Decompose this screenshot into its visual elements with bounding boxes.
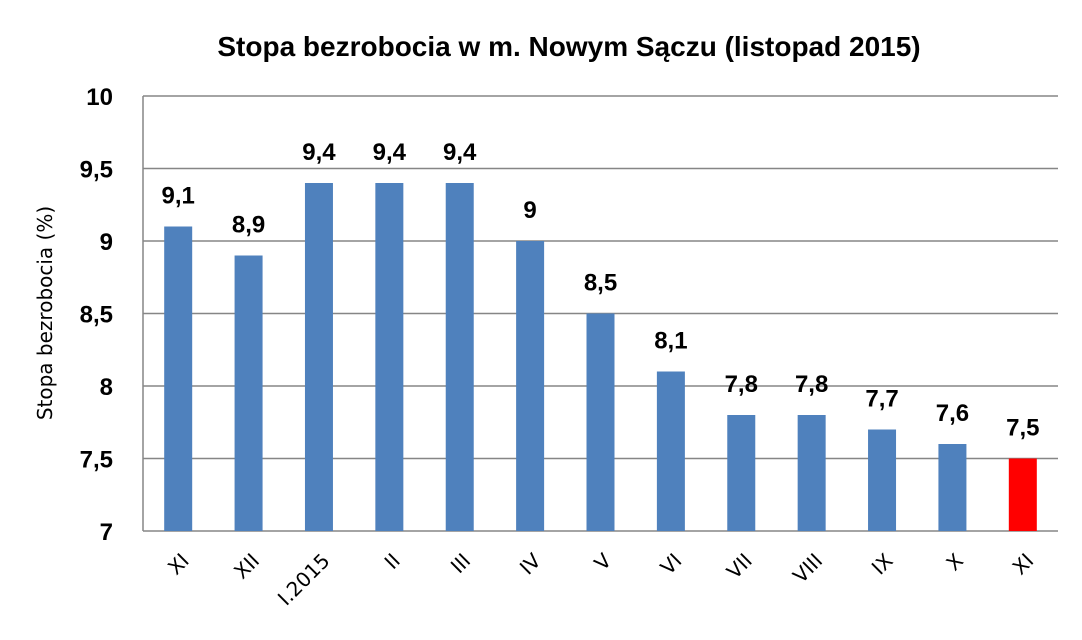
data-label: 9,4 (373, 139, 407, 166)
data-label: 7,6 (936, 400, 969, 427)
data-label: 8,1 (654, 328, 687, 355)
x-axis-ticks: XI XII I.2015 II III IV V VI VII VIII IX X XI (163, 548, 1038, 610)
bar (445, 183, 474, 531)
data-labels: 9,1 8,9 9,4 9,4 9,4 9 8,5 8,1 7,8 7,8 7,7 7,6 7,5 (162, 139, 1040, 442)
y-tick-label: 7,5 (80, 447, 113, 474)
bar (516, 241, 545, 531)
bar (234, 255, 263, 531)
bar (868, 429, 897, 531)
x-tick-label: IV (515, 548, 546, 579)
bar (304, 183, 333, 531)
x-tick-label: XI (163, 549, 194, 580)
data-label: 7,8 (795, 371, 828, 398)
bars (164, 183, 1037, 531)
y-axis-ticks: 7 7,5 8 8,5 9 9,5 10 (80, 84, 113, 546)
y-tick-label: 9 (100, 229, 113, 256)
bar (1008, 458, 1037, 531)
bar (164, 226, 193, 531)
data-label: 9,1 (162, 183, 195, 210)
bar (375, 183, 404, 531)
y-axis-label: Stopa bezrobocia (%) (33, 206, 57, 420)
x-tick-label: XII (229, 549, 264, 584)
x-tick-label: IX (867, 548, 898, 579)
x-tick-label: XI (1008, 549, 1039, 580)
bar (586, 313, 615, 531)
chart-title: Stopa bezrobocia w m. Nowym Sączu (listo… (217, 31, 920, 62)
data-label: 8,5 (584, 270, 617, 297)
y-tick-label: 7 (100, 519, 113, 546)
y-tick-label: 10 (86, 84, 113, 111)
x-tick-label: III (446, 549, 475, 578)
x-tick-label: V (589, 548, 616, 575)
x-tick-label: VIII (788, 549, 827, 588)
data-label: 7,8 (725, 371, 758, 398)
data-label: 7,5 (1006, 415, 1039, 442)
data-label: 9,4 (302, 139, 336, 166)
data-label: 9 (523, 197, 536, 224)
y-tick-label: 8,5 (80, 302, 113, 329)
data-label: 7,7 (865, 386, 898, 413)
y-tick-label: 9,5 (80, 157, 113, 184)
x-tick-label: VI (656, 549, 687, 580)
bar (797, 415, 826, 531)
x-tick-label: X (941, 548, 968, 575)
data-label: 8,9 (232, 212, 265, 239)
bar (656, 371, 685, 531)
x-tick-label: VII (722, 549, 757, 584)
bar (938, 444, 967, 531)
x-tick-label: I.2015 (273, 549, 335, 611)
bar (727, 415, 756, 531)
data-label: 9,4 (443, 139, 477, 166)
x-tick-label: II (380, 549, 405, 574)
y-tick-label: 8 (100, 374, 113, 401)
